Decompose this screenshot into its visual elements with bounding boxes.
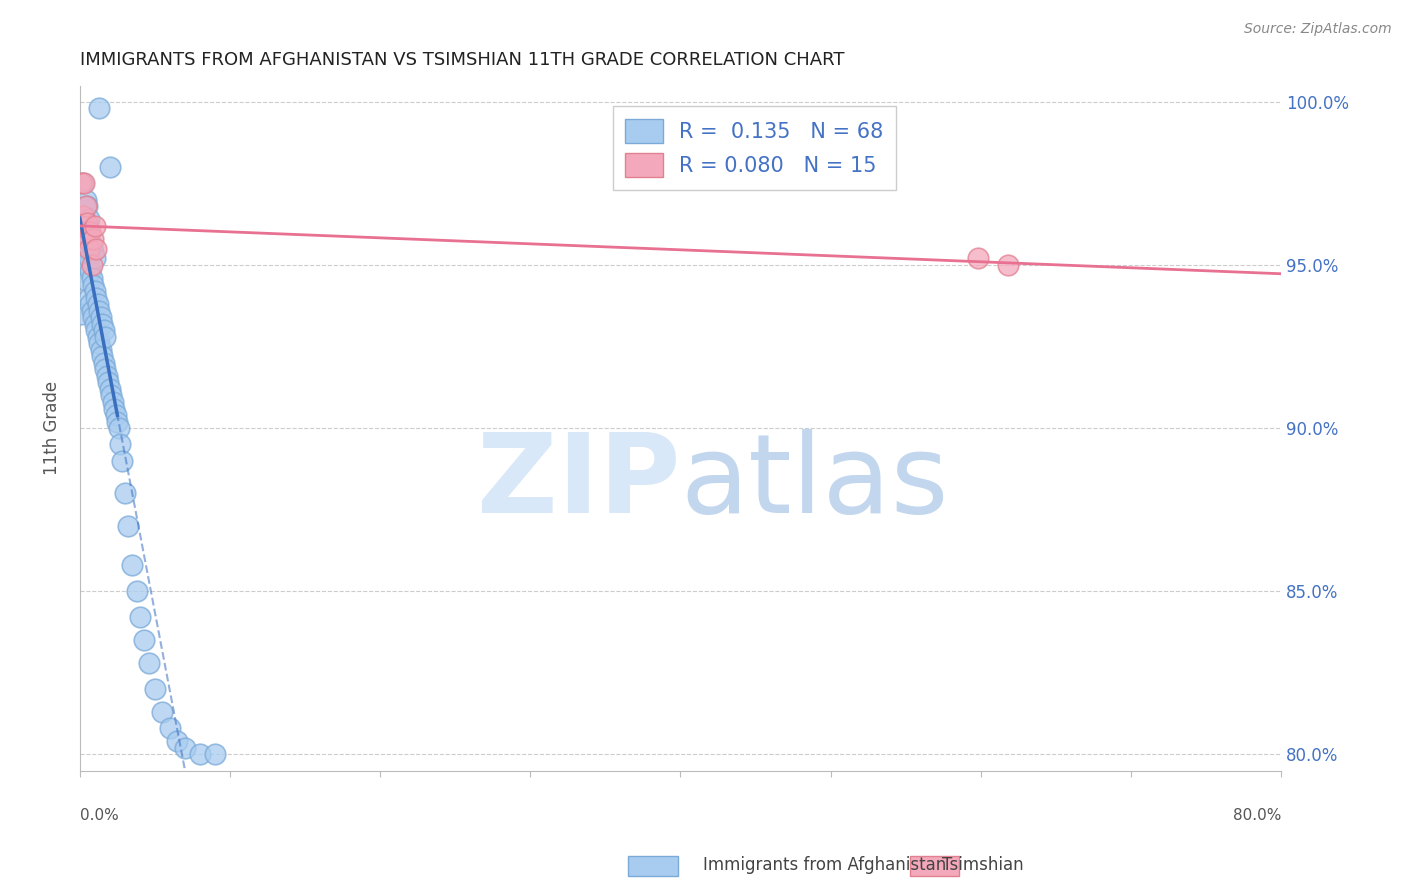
Point bbox=[108, 421, 131, 435]
Point bbox=[76, 199, 98, 213]
Point bbox=[87, 330, 110, 344]
Point bbox=[90, 343, 112, 357]
Text: Immigrants from Afghanistan: Immigrants from Afghanistan bbox=[703, 856, 946, 874]
Y-axis label: 11th Grade: 11th Grade bbox=[44, 381, 60, 475]
Point bbox=[89, 101, 111, 115]
Point bbox=[134, 633, 156, 648]
Point bbox=[70, 177, 93, 191]
Point bbox=[72, 177, 94, 191]
Point bbox=[110, 437, 132, 451]
Point bbox=[98, 160, 121, 174]
Point bbox=[76, 274, 98, 288]
Point bbox=[93, 323, 115, 337]
Point bbox=[129, 610, 152, 624]
Point bbox=[91, 317, 114, 331]
Point bbox=[97, 376, 120, 390]
Point bbox=[77, 242, 100, 256]
Point bbox=[188, 747, 211, 762]
Point bbox=[104, 408, 127, 422]
Text: IMMIGRANTS FROM AFGHANISTAN VS TSIMSHIAN 11TH GRADE CORRELATION CHART: IMMIGRANTS FROM AFGHANISTAN VS TSIMSHIAN… bbox=[80, 51, 845, 69]
Point bbox=[91, 349, 114, 363]
Point bbox=[80, 271, 103, 285]
Point bbox=[997, 258, 1019, 272]
Point bbox=[80, 303, 103, 318]
Point bbox=[73, 242, 96, 256]
Point bbox=[152, 705, 174, 719]
Point bbox=[73, 225, 96, 239]
Point bbox=[114, 486, 136, 500]
Text: Tsimshian: Tsimshian bbox=[942, 856, 1024, 874]
Point bbox=[70, 307, 93, 321]
Point bbox=[86, 242, 108, 256]
Point bbox=[77, 291, 100, 305]
Point bbox=[98, 382, 121, 396]
Point bbox=[138, 656, 160, 670]
Point bbox=[117, 519, 139, 533]
Point bbox=[75, 219, 97, 233]
Point bbox=[82, 277, 104, 292]
Text: 0.0%: 0.0% bbox=[80, 808, 118, 823]
Point bbox=[966, 252, 988, 266]
Point bbox=[89, 303, 111, 318]
Point bbox=[86, 323, 108, 337]
Point bbox=[72, 225, 94, 239]
Point bbox=[82, 232, 104, 246]
Point bbox=[72, 209, 94, 223]
Legend: R =  0.135   N = 68, R = 0.080   N = 15: R = 0.135 N = 68, R = 0.080 N = 15 bbox=[613, 106, 896, 190]
Point bbox=[82, 244, 104, 259]
Point bbox=[87, 297, 110, 311]
Point bbox=[103, 401, 125, 416]
Point bbox=[166, 734, 188, 748]
Point bbox=[174, 740, 197, 755]
Point bbox=[76, 215, 98, 229]
Point bbox=[75, 258, 97, 272]
Point bbox=[79, 264, 101, 278]
Point bbox=[83, 252, 105, 266]
Point bbox=[100, 388, 122, 402]
Point bbox=[96, 368, 118, 383]
Point bbox=[79, 225, 101, 239]
Point bbox=[79, 297, 101, 311]
Point bbox=[73, 177, 96, 191]
Point bbox=[77, 252, 100, 266]
Text: Source: ZipAtlas.com: Source: ZipAtlas.com bbox=[1244, 22, 1392, 37]
Point bbox=[73, 232, 96, 246]
Point bbox=[75, 199, 97, 213]
Point bbox=[77, 212, 100, 227]
Point bbox=[80, 238, 103, 252]
Point bbox=[101, 395, 124, 409]
Point bbox=[204, 747, 226, 762]
Point bbox=[159, 721, 181, 735]
Point bbox=[75, 193, 97, 207]
Point bbox=[94, 362, 117, 376]
Point bbox=[76, 232, 98, 246]
Point bbox=[82, 310, 104, 325]
Point bbox=[93, 356, 115, 370]
Text: ZIP: ZIP bbox=[477, 429, 681, 536]
Point bbox=[107, 415, 129, 429]
Point bbox=[143, 682, 166, 697]
Point bbox=[73, 209, 96, 223]
Point bbox=[94, 330, 117, 344]
Point bbox=[89, 336, 111, 351]
Text: 80.0%: 80.0% bbox=[1233, 808, 1281, 823]
Point bbox=[86, 291, 108, 305]
Point bbox=[80, 258, 103, 272]
Point bbox=[83, 284, 105, 298]
Point bbox=[90, 310, 112, 325]
Point bbox=[125, 584, 148, 599]
Point bbox=[83, 317, 105, 331]
Point bbox=[111, 454, 134, 468]
Point bbox=[76, 242, 98, 256]
Point bbox=[79, 225, 101, 239]
Text: atlas: atlas bbox=[681, 429, 949, 536]
Point bbox=[83, 219, 105, 233]
Point bbox=[121, 558, 143, 573]
